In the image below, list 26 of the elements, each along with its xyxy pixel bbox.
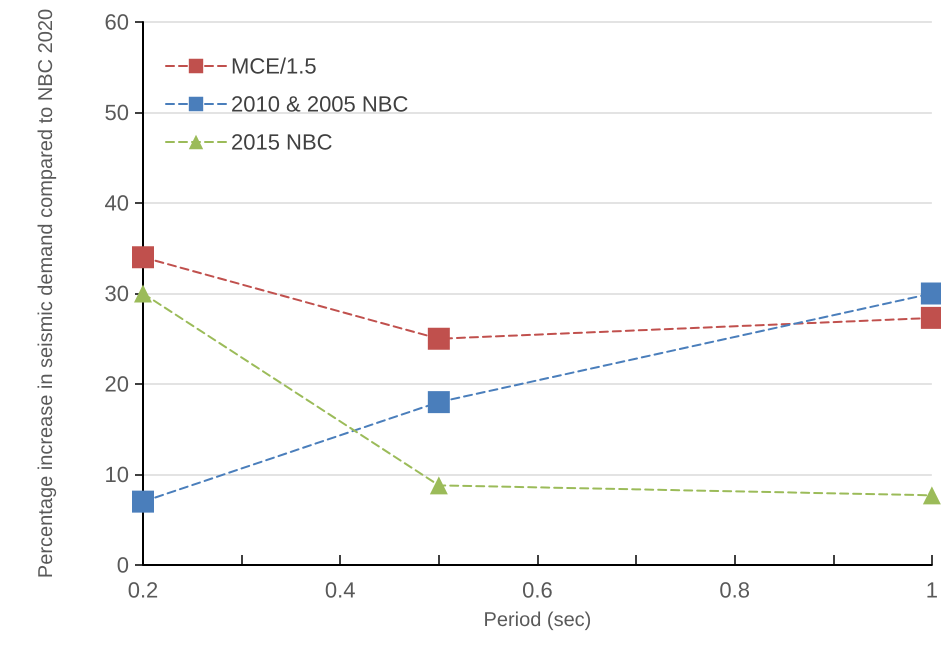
x-tick-label: 1: [926, 578, 938, 602]
point: [428, 328, 450, 350]
y-tick-label: 10: [104, 462, 129, 487]
point: [132, 246, 154, 268]
x-tick-label: 0.8: [719, 578, 750, 602]
legend-label: MCE/1.5: [231, 54, 317, 78]
x-tick-label: 0.6: [522, 578, 553, 602]
point: [920, 306, 941, 329]
y-tick-label: 20: [104, 372, 129, 396]
point: [132, 490, 154, 513]
x-tick-label: 0.4: [324, 578, 356, 602]
point: [922, 486, 941, 504]
y-tick-label: 30: [104, 281, 129, 306]
point: [134, 284, 152, 302]
x-axis-title: Period (sec): [484, 609, 592, 631]
legend-label: 2015 NBC: [231, 130, 333, 154]
point: [920, 282, 941, 304]
legend-label: 2010 & 2005 NBC: [231, 92, 408, 116]
y-axis-title: Percentage increase in seismic demand compared to NBC 2020: [35, 8, 57, 578]
y-tick-label: 60: [104, 10, 129, 34]
point: [428, 391, 450, 414]
y-tick-label: 40: [104, 190, 129, 216]
point: [430, 476, 448, 494]
x-tick-label: 0.2: [128, 578, 158, 602]
y-tick-label: 0: [116, 552, 129, 578]
y-tick-label: 50: [104, 100, 129, 125]
